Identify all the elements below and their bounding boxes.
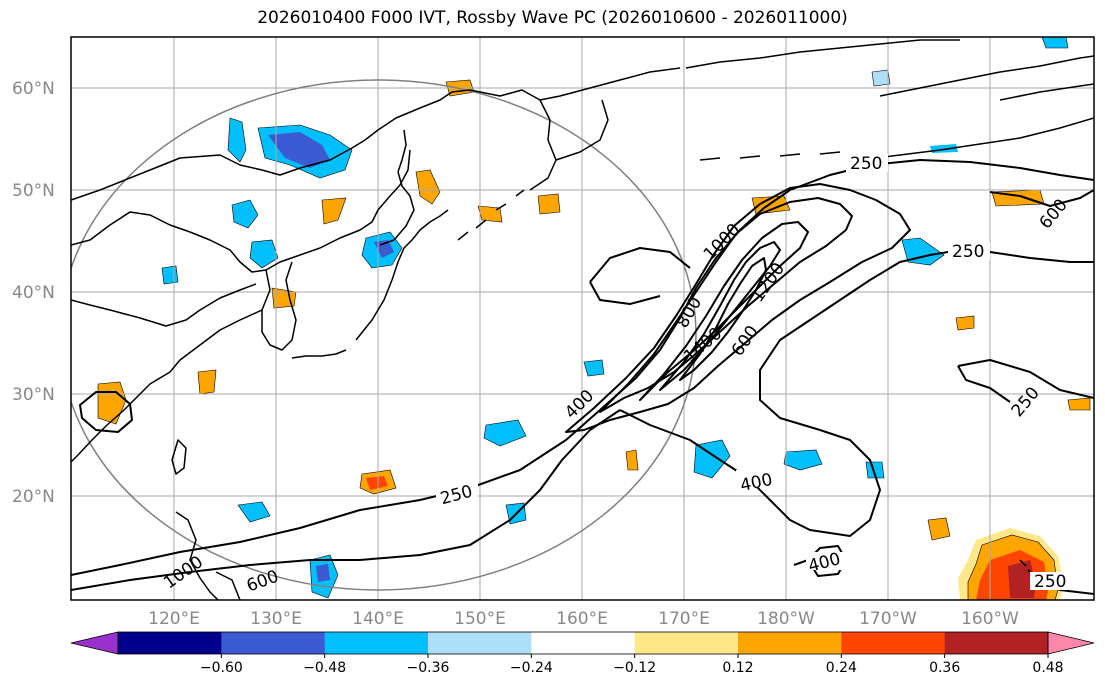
blue-blob [316,564,330,582]
coastlines [71,39,1094,600]
blue-blob [231,199,259,229]
colorbar-extend-min [70,631,119,655]
blue-blob [1041,37,1069,49]
orange-blob [321,197,347,225]
orange-blob [366,476,388,490]
orange-blob [1067,397,1091,411]
colorbar-tick-label: 0.24 [826,660,857,676]
blue-blob [237,501,271,523]
blue-blob [871,69,891,87]
colorbar-tick-label: −0.36 [407,660,450,676]
lat-label: 40°N [12,283,55,303]
colorbar-bin [428,632,532,654]
lon-label: 170°E [658,609,710,629]
lat-label: 30°N [12,385,55,405]
orange-blob [955,315,975,331]
lon-label: 160°E [556,609,608,629]
blue-blob [161,265,179,285]
colorbar-bin [531,632,636,654]
ivt-contours [71,159,1094,595]
lon-label: 160°W [961,609,1019,629]
colorbar-bin [324,632,429,654]
colorbar-extend-max [1047,631,1095,655]
lat-label: 60°N [12,79,55,99]
colorbar: −0.60 −0.48 −0.36 −0.24 −0.12 0.12 0.24 0.36 0.4… [70,631,1095,676]
blue-blob [483,419,527,447]
colorbar-tick-label: −0.12 [613,660,656,676]
colorbar-tick-label: 0.36 [929,660,960,676]
lon-label: 120°E [148,609,200,629]
lon-label: 130°E [250,609,302,629]
longitude-labels: 120°E 130°E 140°E 150°E 160°E 170°E 180°… [148,609,1019,629]
blue-blob [865,461,885,479]
blue-blob [227,117,247,163]
colorbar-bin [634,632,739,654]
colorbar-bin [118,632,222,654]
blue-blob [374,240,394,258]
blue-blob [783,449,823,471]
colorbar-tick-label: 0.48 [1032,660,1063,676]
latitude-labels: 60°N 50°N 40°N 30°N 20°N [12,79,55,507]
colorbar-bin [944,632,1049,654]
lon-label: 180°W [757,609,815,629]
contour-label: 250 [952,242,984,262]
blue-blob [268,132,330,168]
colorbar-tick-label: 0.12 [722,660,753,676]
lat-label: 20°N [12,487,55,507]
map-frame [70,36,1095,601]
blue-blob [249,239,279,269]
lon-label: 150°E [454,609,506,629]
colorbar-bin [841,632,946,654]
contour-label: 250 [1034,572,1066,592]
lat-label: 50°N [12,181,55,201]
orange-blob [415,169,441,205]
lon-label: 170°W [859,609,917,629]
contour-label: 250 [850,154,882,174]
colorbar-tick-label: −0.24 [510,660,553,676]
orange-blob [537,193,561,215]
reference-circle [71,79,697,591]
map-title: 2026010400 F000 IVT, Rossby Wave PC (202… [257,8,848,28]
colorbar-tick-label: −0.48 [303,660,346,676]
colorbar-bin [738,632,842,654]
lon-label: 140°E [352,609,404,629]
colorbar-bin [221,632,326,654]
colorbar-outline [117,631,1049,655]
colorbar-tick-label: −0.60 [200,660,243,676]
orange-blob [927,517,951,541]
orange-blob [197,369,217,395]
warm-cluster [1008,560,1036,598]
orange-blob [625,449,639,471]
blue-blob [583,359,605,377]
